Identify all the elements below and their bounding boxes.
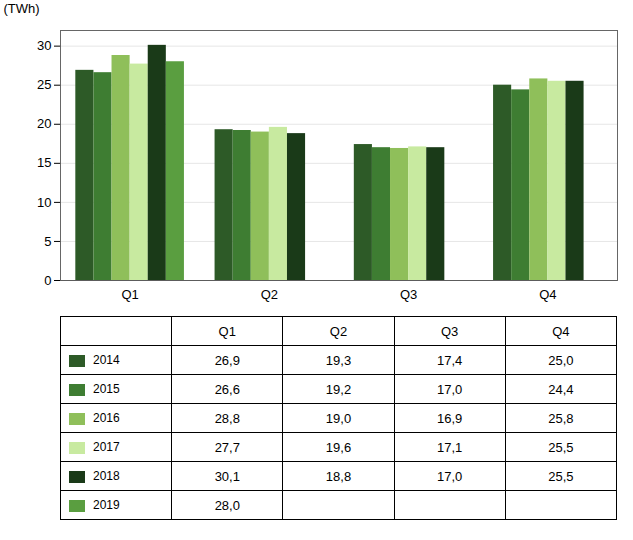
html-text:19,6: 19,6 [325, 439, 352, 455]
html-text:2018: 2018 [93, 469, 120, 483]
html-text:24,4: 24,4 [548, 381, 574, 397]
svg-text:(TWh): (TWh) [4, 1, 40, 16]
html-text:19,3: 19,3 [325, 352, 352, 368]
html-text:Q3: Q3 [441, 323, 459, 339]
html-text:19,2: 19,2 [325, 381, 352, 397]
svg-text:5: 5 [44, 234, 51, 249]
svg-text:25: 25 [37, 77, 51, 92]
html-text:26,6: 26,6 [214, 381, 240, 397]
svg-text:10: 10 [37, 195, 51, 210]
html-text:17,0: 17,0 [437, 381, 463, 397]
svg-text:0: 0 [44, 273, 51, 288]
html-text:2014: 2014 [93, 353, 120, 367]
html-text:2016: 2016 [93, 411, 120, 425]
html-text:26,9: 26,9 [214, 352, 240, 368]
html-text:28,0: 28,0 [214, 497, 240, 513]
html-text:25,0: 25,0 [548, 352, 574, 368]
html-text:25,5: 25,5 [548, 468, 574, 484]
html-text:Q1: Q1 [218, 323, 236, 339]
html-text:25,5: 25,5 [548, 439, 574, 455]
html-text:Q4: Q4 [552, 323, 570, 339]
html-text:25,8: 25,8 [548, 410, 574, 426]
html-text:18,8: 18,8 [325, 468, 352, 484]
html-text:17,0: 17,0 [437, 468, 463, 484]
svg-text:Q3: Q3 [400, 287, 417, 302]
html-text:Q2: Q2 [329, 323, 348, 339]
html-text:2019: 2019 [93, 498, 120, 512]
html-text:19,0: 19,0 [325, 410, 352, 426]
html-text:16,9: 16,9 [437, 410, 463, 426]
svg-text:30: 30 [37, 38, 51, 53]
svg-text:15: 15 [37, 155, 51, 170]
svg-text:Q2: Q2 [261, 287, 278, 302]
svg-text:Q4: Q4 [539, 287, 556, 302]
html-text:2017: 2017 [93, 440, 120, 454]
html-text:28,8: 28,8 [214, 410, 240, 426]
html-text:27,7: 27,7 [214, 439, 240, 455]
html-text:17,4: 17,4 [437, 352, 463, 368]
html-text:2015: 2015 [93, 382, 120, 396]
html-text:17,1: 17,1 [437, 439, 463, 455]
html-text:30,1: 30,1 [214, 468, 240, 484]
svg-text:Q1: Q1 [121, 287, 138, 302]
svg-text:20: 20 [37, 116, 51, 131]
